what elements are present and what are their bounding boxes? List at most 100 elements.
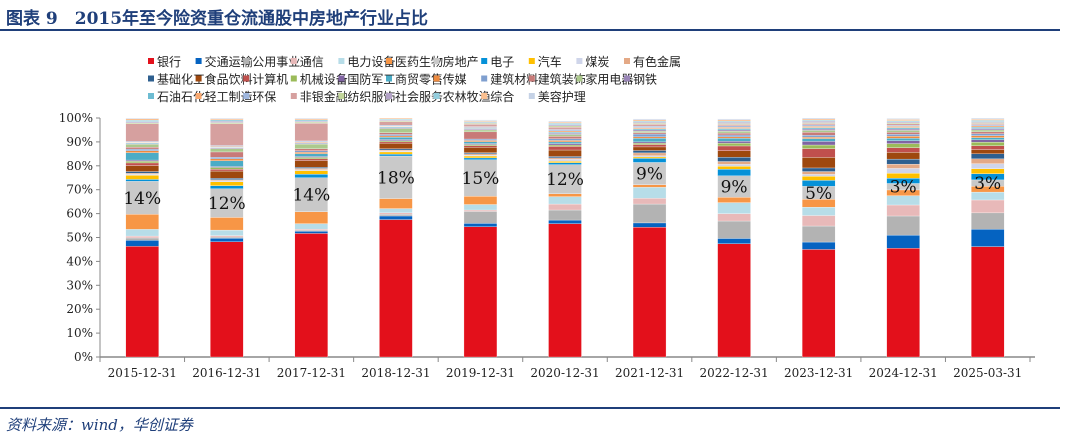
bar-segment <box>210 229 244 236</box>
bar-segment <box>632 155 667 158</box>
bar-segment <box>379 132 413 135</box>
legend-label: 商贸零售 <box>395 72 443 87</box>
bar-segment <box>632 132 667 135</box>
legend-label: 计算机 <box>252 72 288 87</box>
bar-segment <box>379 135 413 138</box>
bar-segment <box>548 133 582 135</box>
bar-segment <box>717 157 751 162</box>
bar-segment <box>210 118 244 121</box>
bar-segment <box>210 167 244 170</box>
bar-segment <box>801 118 836 121</box>
data-label: 14% <box>123 189 161 209</box>
bar-segment <box>548 149 582 157</box>
bar-segment <box>717 238 751 244</box>
bar-segment <box>717 120 751 123</box>
bar-segment <box>632 127 667 129</box>
bar-segment <box>548 146 582 151</box>
legend-swatch <box>528 75 535 82</box>
bar-segment <box>210 117 244 119</box>
bar-segment <box>125 148 159 151</box>
bar-segment <box>379 215 413 220</box>
legend-swatch <box>290 93 297 99</box>
bar-segment <box>210 148 244 153</box>
bar-segment <box>463 153 498 156</box>
legend-label: 非银金融 <box>300 89 348 104</box>
legend-swatch <box>290 58 297 64</box>
bar-segment <box>801 241 836 250</box>
legend-label: 基础化工 <box>157 73 205 87</box>
bar-segment <box>125 240 159 247</box>
bar-segment <box>210 160 244 167</box>
bar-segment <box>632 142 667 145</box>
bar-segment <box>971 139 1005 143</box>
bar-segment <box>463 141 498 144</box>
x-tick-label: 2024-12-31 <box>869 366 938 380</box>
x-tick-label: 2023-12-31 <box>784 366 853 380</box>
legend-label: 交通运输 <box>205 54 253 69</box>
bar-segment <box>801 127 836 130</box>
bar-segment <box>717 124 751 127</box>
bar-segment <box>971 246 1005 358</box>
bar-segment <box>801 123 836 126</box>
bar-segment <box>717 220 751 239</box>
bar-segment <box>379 140 413 143</box>
data-label: 12% <box>208 194 246 214</box>
legend-label: 社会服务 <box>395 89 443 104</box>
bar-segment <box>294 233 329 358</box>
bar-segment <box>886 130 920 133</box>
bar-segment <box>632 120 667 123</box>
x-tick-label: 2017-12-31 <box>277 366 346 380</box>
bar-segment <box>886 136 920 139</box>
bar-segment <box>463 144 498 146</box>
legend-swatch <box>148 93 154 99</box>
bar-segment <box>886 127 920 130</box>
legend-label: 房地产 <box>443 54 479 69</box>
bar-segment <box>379 141 413 144</box>
bar-segment <box>294 174 329 178</box>
bar-segment <box>548 209 582 221</box>
bar-segment <box>294 118 329 121</box>
bar-segment <box>294 231 329 234</box>
bar-segment <box>717 243 751 358</box>
bar-segment <box>801 174 836 177</box>
bar-segment <box>886 143 920 148</box>
bar-segment <box>886 168 920 174</box>
y-tick-label: 40% <box>66 254 93 268</box>
legend-swatch <box>576 58 583 64</box>
legend-label: 机械设备 <box>300 72 348 87</box>
bar-segment <box>801 148 836 158</box>
bar-segment <box>632 129 667 132</box>
bar-segment <box>294 143 329 149</box>
bar-segment <box>717 127 751 129</box>
bar-segment <box>971 120 1005 122</box>
bar-segment <box>125 214 159 230</box>
bar-segment <box>632 203 667 224</box>
bar-segment <box>463 159 498 197</box>
bar-segment <box>463 209 498 212</box>
bar-segment <box>463 131 498 140</box>
x-tick-label: 2019-12-31 <box>446 366 515 380</box>
y-tick-label: 30% <box>66 278 93 292</box>
bar-segment <box>294 160 329 168</box>
bar-segment <box>379 155 413 199</box>
bar-segment <box>210 238 244 242</box>
bar-segment <box>294 123 329 142</box>
bar-segment <box>886 234 920 249</box>
bar-segment <box>548 164 582 194</box>
bar-segment <box>379 139 413 141</box>
bar-segment <box>801 215 836 227</box>
legend-label: 有色金属 <box>633 54 681 69</box>
bar-segment <box>632 227 667 358</box>
legend-label: 农林牧渔 <box>443 90 491 104</box>
bar-segment <box>125 120 159 122</box>
bar-segment <box>125 246 159 358</box>
bar-segment <box>801 171 836 175</box>
bar-segment <box>125 144 159 148</box>
footer-rule <box>0 407 1060 409</box>
bar-segment <box>463 196 498 205</box>
legend-swatch <box>338 75 345 82</box>
bar-segment <box>210 178 244 180</box>
bar-segment <box>886 119 920 121</box>
bar-segment <box>717 118 751 121</box>
bar-segment <box>971 125 1005 128</box>
